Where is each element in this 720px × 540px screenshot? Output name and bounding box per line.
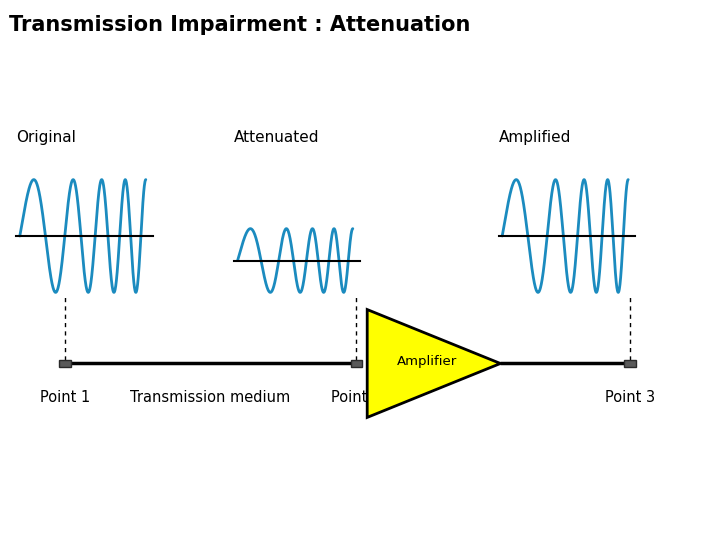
Text: Attenuated: Attenuated — [234, 131, 320, 145]
Bar — [59, 360, 71, 367]
Text: Point 3: Point 3 — [605, 390, 655, 406]
Text: Point 1: Point 1 — [40, 390, 90, 406]
Polygon shape — [367, 309, 500, 417]
Text: Amplifier: Amplifier — [397, 355, 457, 368]
Text: Transmission medium: Transmission medium — [130, 390, 291, 406]
Text: Point 2: Point 2 — [331, 390, 382, 406]
Text: Original: Original — [17, 131, 76, 145]
Bar — [351, 360, 362, 367]
Text: Transmission Impairment : Attenuation: Transmission Impairment : Attenuation — [9, 15, 470, 35]
Bar — [624, 360, 636, 367]
Text: Amplified: Amplified — [498, 131, 571, 145]
